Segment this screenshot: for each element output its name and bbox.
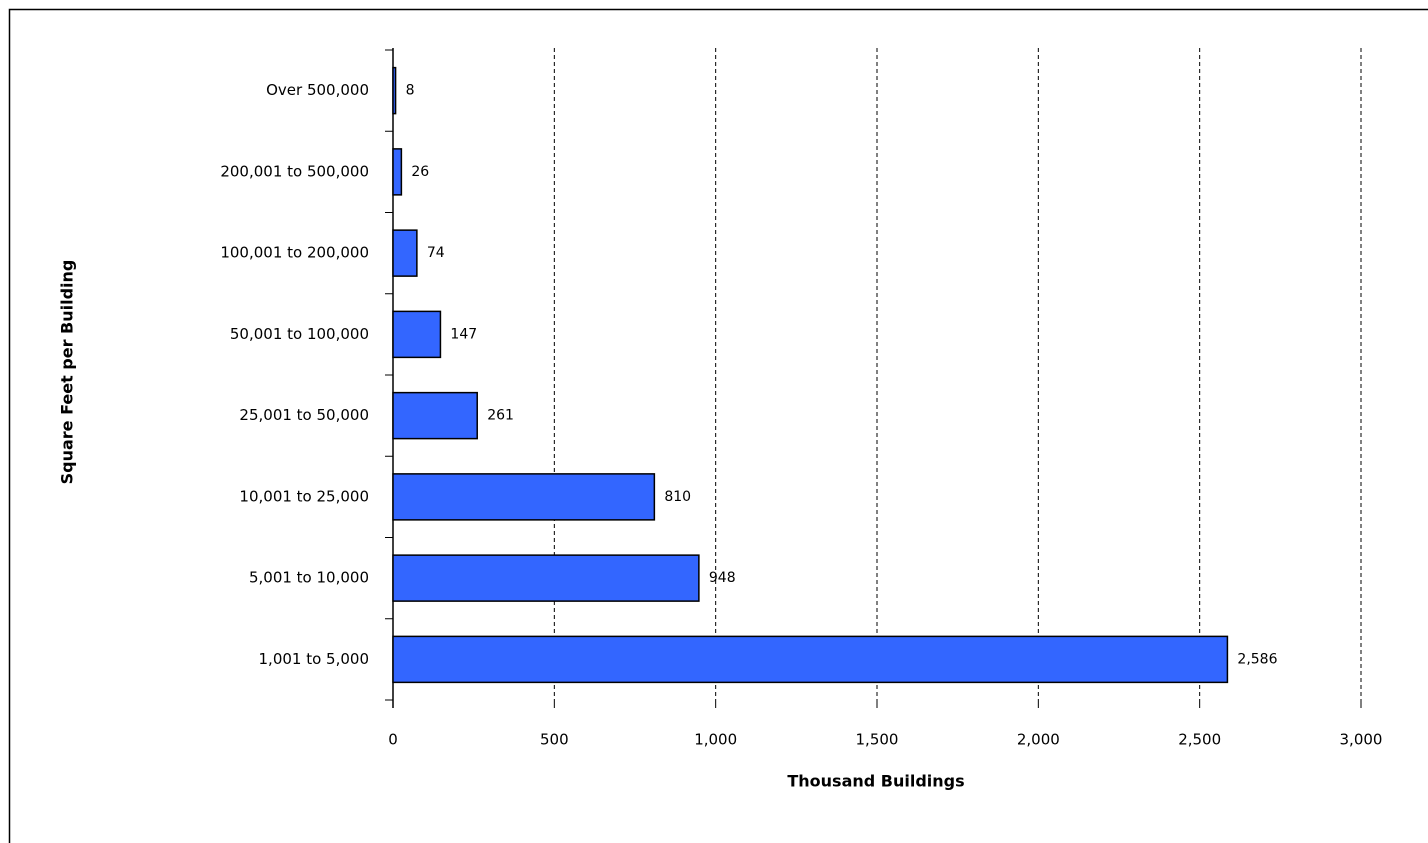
value-label: 74 xyxy=(427,245,445,261)
value-label: 810 xyxy=(664,489,691,505)
x-axis-title: Thousand Buildings xyxy=(787,772,964,791)
bar xyxy=(392,473,656,521)
y-tick-label: Over 500,000 xyxy=(266,81,369,99)
y-tick-label: 50,001 to 100,000 xyxy=(230,325,369,343)
x-tick-label: 1,500 xyxy=(856,731,899,749)
x-tick-label: 2,000 xyxy=(1017,731,1060,749)
bar xyxy=(392,148,403,196)
value-label: 147 xyxy=(450,326,477,342)
value-label: 948 xyxy=(709,570,736,586)
value-label: 261 xyxy=(487,408,514,424)
bar xyxy=(392,554,700,602)
value-label: 8 xyxy=(406,83,415,99)
y-tick-label: 10,001 to 25,000 xyxy=(239,487,369,505)
y-axis-title: Square Feet per Building xyxy=(58,260,77,485)
y-tick-label: 100,001 to 200,000 xyxy=(220,244,369,262)
value-label: 2,586 xyxy=(1237,651,1277,667)
bar xyxy=(392,635,1229,684)
y-tick-label: 5,001 to 10,000 xyxy=(249,569,369,587)
value-label: 26 xyxy=(411,164,429,180)
x-tick-label: 2,500 xyxy=(1178,731,1221,749)
bar xyxy=(392,391,478,440)
bar xyxy=(392,229,418,277)
x-tick-label: 0 xyxy=(388,731,398,749)
bar xyxy=(392,310,442,359)
x-tick-label: 500 xyxy=(540,731,569,749)
bar xyxy=(392,66,397,115)
y-tick-label: 1,001 to 5,000 xyxy=(259,650,369,668)
x-tick-label: 3,000 xyxy=(1340,731,1383,749)
frame xyxy=(8,8,1428,843)
y-tick-label: 200,001 to 500,000 xyxy=(220,162,369,180)
y-tick-label: 25,001 to 50,000 xyxy=(239,406,369,424)
x-tick-label: 1,000 xyxy=(694,731,737,749)
